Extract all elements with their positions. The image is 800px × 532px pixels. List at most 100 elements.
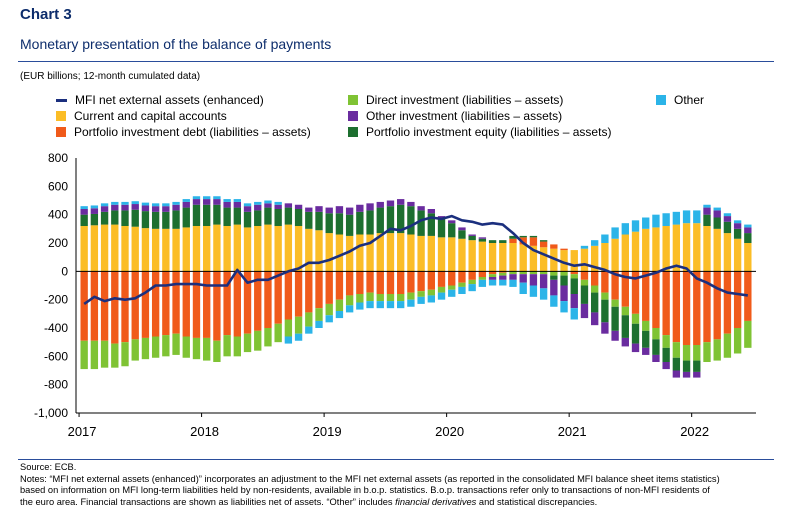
y-tick-label: -600 [44, 349, 68, 363]
bar-cca [345, 235, 354, 272]
bar-di [672, 342, 681, 358]
notes: Source: ECB. Notes: “MFI net external as… [20, 462, 785, 508]
bar-other [458, 286, 466, 294]
bar-other [427, 295, 435, 303]
legend-swatch-oi [348, 111, 358, 121]
bar-cca [488, 243, 497, 272]
bar-pid [642, 271, 650, 321]
bar-di [121, 342, 129, 367]
bar-oi [80, 209, 88, 215]
bar-other [121, 201, 129, 205]
legend-swatch-mfi [56, 98, 67, 102]
bar-pie [223, 207, 231, 226]
bar-cca [100, 224, 109, 272]
x-tick-label: 2020 [435, 424, 464, 439]
bar-pid [233, 271, 241, 337]
bar-pid [254, 271, 262, 331]
bar-pid [356, 271, 364, 294]
bar-pie [519, 235, 527, 238]
bar-oi [274, 204, 282, 209]
bar-cca [580, 248, 589, 272]
bar-di [192, 337, 201, 360]
bar-pie [131, 209, 139, 227]
legend-label-di: Direct investment (liabilities – assets) [366, 93, 564, 107]
bar-other [172, 201, 180, 205]
y-tick-label: -200 [44, 293, 68, 307]
bar-oi [223, 201, 231, 208]
y-tick-label: -400 [44, 321, 68, 335]
bar-other [703, 204, 711, 208]
bar-pie [407, 206, 415, 235]
bar-pie [111, 210, 119, 225]
bar-cca [672, 224, 681, 272]
y-tick-label: -800 [44, 378, 68, 392]
bar-pid [90, 271, 99, 341]
bar-pie [284, 207, 293, 225]
bar-pie [437, 218, 446, 238]
bar-pie [274, 209, 282, 226]
bar-di [662, 335, 670, 348]
bar-pie [345, 214, 354, 236]
legend-item-cca: Current and capital accounts [56, 109, 227, 123]
bar-pie [601, 299, 609, 323]
bar-cca [611, 238, 619, 272]
bar-pid [693, 271, 701, 345]
bar-di [315, 308, 323, 321]
x-tick-label: 2017 [68, 424, 97, 439]
bar-oi [90, 208, 99, 214]
bar-di [499, 272, 507, 276]
bar-oi [539, 274, 548, 289]
bar-oi [672, 370, 681, 378]
bar-pid [488, 271, 497, 275]
bar-pie [539, 240, 548, 242]
bar-oi [468, 234, 476, 236]
bar-oi [570, 294, 578, 309]
bar-pie [703, 214, 711, 226]
bar-pid [611, 271, 619, 300]
bar-pid [733, 271, 742, 328]
bar-pie [478, 238, 487, 242]
bar-pid [468, 271, 476, 280]
bar-pie [213, 204, 221, 225]
bar-pid [437, 271, 446, 287]
bar-di [243, 333, 252, 353]
bar-di [131, 339, 139, 361]
bar-di [682, 345, 691, 361]
bar-pid [121, 271, 129, 343]
bar-pid [601, 271, 609, 293]
bar-oi [744, 227, 752, 234]
bar-oi [621, 337, 629, 347]
bar-other [335, 311, 344, 319]
bar-pid [213, 271, 221, 341]
bar-pie [335, 213, 344, 235]
bar-pie [243, 211, 252, 228]
x-tick-label: 2022 [680, 424, 709, 439]
bar-pid [274, 271, 282, 324]
bar-pie [100, 211, 109, 225]
legend-item-mfi: MFI net external assets (enhanced) [56, 93, 264, 107]
bar-di [111, 343, 119, 368]
bar-di [458, 282, 466, 287]
bar-pie [499, 240, 507, 243]
legend-swatch-pie [348, 127, 358, 137]
bar-di [417, 291, 425, 297]
bar-di [601, 292, 609, 300]
bar-pid [223, 271, 231, 336]
bar-cca [723, 233, 732, 272]
legend-item-oi: Other investment (liabilities – assets) [348, 109, 562, 123]
bar-oi [529, 274, 538, 286]
bar-pid [519, 237, 527, 245]
note-line-1: Notes: “MFI net external assets (enhance… [20, 473, 720, 484]
bar-other [591, 240, 599, 246]
bar-pid [580, 271, 589, 280]
bar-cca [121, 226, 129, 272]
bar-cca [509, 243, 517, 272]
bar-di [744, 320, 752, 348]
line-mfi-net-external-assets [83, 214, 748, 305]
bar-pie [509, 235, 517, 239]
bar-other [90, 205, 99, 209]
bar-other [100, 203, 109, 207]
bar-other [284, 336, 293, 344]
bar-di [356, 294, 364, 303]
bar-other [151, 203, 160, 207]
